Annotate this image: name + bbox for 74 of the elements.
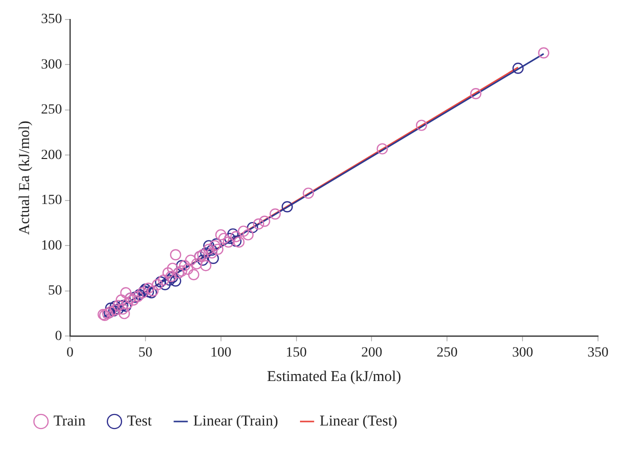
- point: [197, 249, 208, 260]
- legend-label: Linear (Test): [320, 413, 398, 430]
- point: [538, 47, 550, 58]
- point: [117, 303, 128, 315]
- point: [238, 226, 250, 237]
- point: [176, 265, 188, 277]
- x-tick-label: 100: [210, 345, 232, 360]
- point: [416, 120, 428, 131]
- point: [159, 279, 171, 290]
- point: [128, 294, 139, 306]
- point: [179, 260, 190, 272]
- point: [154, 276, 166, 288]
- y-tick-label: 250: [41, 102, 62, 118]
- point: [218, 232, 230, 244]
- point: [162, 267, 174, 278]
- legend-label: Test: [126, 413, 153, 430]
- point: [176, 260, 188, 272]
- x-tick-label: 50: [138, 345, 152, 360]
- point: [203, 240, 214, 252]
- point: [142, 282, 154, 294]
- y-tick-label: 150: [41, 193, 62, 208]
- x-tick-label: 200: [361, 345, 382, 360]
- point: [206, 247, 218, 259]
- y-axis-title: Actual Ea (kJ/mol): [16, 120, 33, 235]
- point: [122, 298, 133, 310]
- x-tick-label: 150: [286, 345, 307, 360]
- point: [224, 232, 236, 244]
- x-axis-title: Estimated Ea (kJ/mol): [266, 368, 402, 385]
- y-tick-label: 100: [41, 238, 62, 254]
- y-tick-label: 300: [41, 57, 62, 72]
- point: [270, 208, 281, 220]
- point: [246, 222, 258, 234]
- point: [302, 188, 314, 199]
- point: [212, 244, 224, 255]
- x-tick-label: 0: [66, 345, 74, 360]
- x-tick-label: 250: [436, 345, 458, 360]
- point: [166, 262, 178, 274]
- x-tick-label: 300: [512, 345, 534, 360]
- point: [158, 274, 170, 286]
- point: [116, 294, 127, 306]
- point: [170, 275, 182, 287]
- point: [470, 88, 482, 100]
- y-tick-label: 200: [41, 148, 62, 163]
- point: [170, 249, 182, 260]
- point: [182, 264, 194, 275]
- point: [222, 236, 234, 248]
- point: [188, 269, 200, 280]
- point: [282, 201, 293, 212]
- point: [112, 300, 124, 312]
- point: [215, 229, 226, 240]
- point: [118, 308, 130, 320]
- point: [203, 244, 214, 255]
- point: [233, 236, 245, 248]
- point: [197, 254, 208, 266]
- point: [152, 279, 164, 290]
- legend-label: Train: [54, 413, 86, 430]
- point: [208, 252, 219, 264]
- point: [200, 260, 212, 272]
- point: [259, 216, 270, 227]
- legend-label: Linear (Train): [193, 413, 278, 430]
- point: [191, 258, 202, 270]
- point: [230, 231, 242, 242]
- x-tick-label: 350: [588, 345, 608, 360]
- y-tick-label: 350: [41, 12, 62, 28]
- point: [230, 236, 242, 247]
- point: [512, 62, 524, 74]
- point: [120, 287, 132, 298]
- y-tick-label: 0: [55, 328, 62, 344]
- point: [242, 229, 254, 240]
- point: [227, 228, 239, 240]
- point: [252, 218, 264, 230]
- point: [185, 254, 196, 266]
- y-tick-label: 50: [48, 284, 62, 299]
- point: [376, 143, 388, 154]
